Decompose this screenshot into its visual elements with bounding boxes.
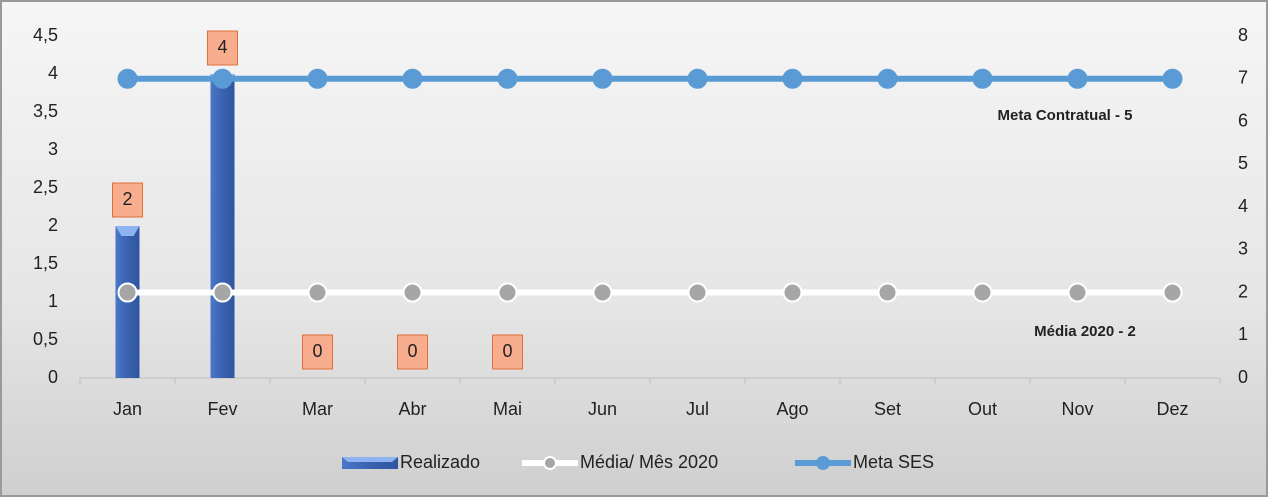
x-tick-label: Dez: [1156, 399, 1188, 419]
y-tick-label: 2,5: [33, 177, 58, 197]
data-label: 2: [122, 189, 132, 209]
marker: [402, 282, 423, 303]
x-tick-label: Mai: [493, 399, 522, 419]
marker: [307, 282, 328, 303]
marker: [877, 282, 898, 303]
marker: [497, 68, 518, 89]
bar-bevel: [115, 226, 140, 236]
x-tick-label: Jul: [686, 399, 709, 419]
x-tick-label: Mar: [302, 399, 333, 419]
y2-tick-label: 2: [1238, 281, 1248, 301]
x-tick-label: Fev: [207, 399, 237, 419]
marker: [307, 68, 328, 89]
marker: [592, 282, 613, 303]
y2-tick-label: 4: [1238, 196, 1248, 216]
y-tick-label: 1,5: [33, 253, 58, 273]
data-label: 0: [407, 341, 417, 361]
marker: [117, 68, 138, 89]
x-tick-label: Nov: [1061, 399, 1093, 419]
y-tick-label: 1: [48, 291, 58, 311]
marker: [117, 282, 138, 303]
y2-tick-label: 8: [1238, 25, 1248, 45]
y2-tick-label: 0: [1238, 367, 1248, 387]
legend-marker: [816, 456, 830, 470]
y-tick-label: 4: [48, 63, 58, 83]
data-label: 0: [312, 341, 322, 361]
legend-label: Realizado: [400, 452, 480, 472]
y-tick-label: 3,5: [33, 101, 58, 121]
data-label-box: [302, 334, 333, 370]
marker: [497, 282, 518, 303]
y-tick-label: 0,5: [33, 329, 58, 349]
x-tick-label: Jan: [113, 399, 142, 419]
marker: [1067, 282, 1088, 303]
marker: [212, 68, 233, 89]
data-label-box: [207, 30, 238, 66]
y-tick-label: 0: [48, 367, 58, 387]
x-tick-label: Set: [874, 399, 901, 419]
marker: [212, 282, 233, 303]
data-label-box: [397, 334, 428, 370]
x-tick-label: Abr: [398, 399, 426, 419]
y2-tick-label: 5: [1238, 153, 1248, 173]
y2-tick-label: 1: [1238, 324, 1248, 344]
marker: [1162, 68, 1183, 89]
legend-swatch-bevel: [342, 457, 398, 462]
legend-marker: [543, 456, 557, 470]
y2-tick-label: 3: [1238, 239, 1248, 259]
y2-tick-label: 7: [1238, 68, 1248, 88]
y-tick-label: 4,5: [33, 25, 58, 45]
data-label: 0: [502, 341, 512, 361]
x-tick-label: Out: [968, 399, 997, 419]
legend-label: Média/ Mês 2020: [580, 452, 718, 472]
marker: [592, 68, 613, 89]
data-label: 4: [217, 37, 227, 57]
x-tick-label: Jun: [588, 399, 617, 419]
marker: [1067, 68, 1088, 89]
data-label-box: [112, 182, 143, 218]
marker: [972, 68, 993, 89]
marker: [687, 68, 708, 89]
bar: [210, 74, 235, 378]
marker: [1162, 282, 1183, 303]
marker: [972, 282, 993, 303]
x-tick-label: Ago: [776, 399, 808, 419]
annotation: Média 2020 - 2: [1034, 323, 1136, 340]
legend-label: Meta SES: [853, 452, 934, 472]
data-label-box: [492, 334, 523, 370]
marker: [877, 68, 898, 89]
annotation: Meta Contratual - 5: [997, 107, 1132, 124]
marker: [782, 68, 803, 89]
marker: [782, 282, 803, 303]
marker: [402, 68, 423, 89]
marker: [687, 282, 708, 303]
y2-tick-label: 6: [1238, 110, 1248, 130]
y-tick-label: 2: [48, 215, 58, 235]
y-tick-label: 3: [48, 139, 58, 159]
